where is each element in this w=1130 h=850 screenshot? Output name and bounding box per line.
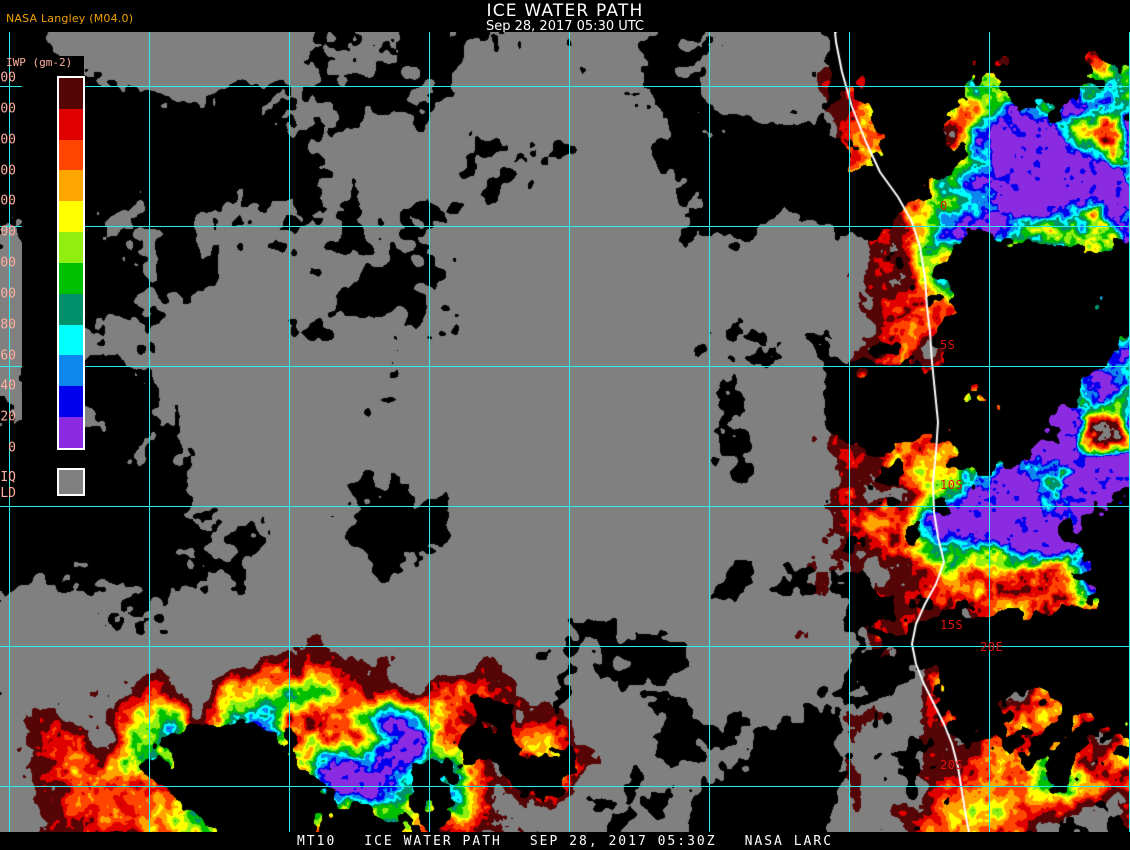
colorbar-band <box>59 417 83 448</box>
colorbar-band <box>59 78 83 109</box>
colorbar-tick: 40 <box>0 378 16 394</box>
colorbar-tick: 0 <box>8 440 16 456</box>
longitude-gridline <box>569 32 570 832</box>
liquid-cloud-label-1: LIQ <box>0 470 16 485</box>
footer-source: NASA LARC <box>744 833 834 849</box>
latitude-gridline <box>0 506 1130 507</box>
colorbar-band <box>59 262 83 294</box>
latitude-label: 0 <box>940 199 948 213</box>
longitude-gridline <box>9 32 10 832</box>
longitude-gridline <box>289 32 290 832</box>
colorbar-tick: 2000 <box>0 101 16 117</box>
page-subtitle: Sep 28, 2017 05:30 UTC <box>485 19 645 34</box>
colorbar-band <box>59 170 83 202</box>
latitude-label: 20S <box>940 758 964 772</box>
colorbar-tick: 60 <box>0 348 16 363</box>
liquid-cloud-swatch <box>57 468 85 496</box>
colorbar-tick: 400 <box>0 193 16 209</box>
colorbar-band <box>59 355 83 387</box>
colorbar-tick: 500 <box>0 163 16 178</box>
longitude-gridline <box>429 32 430 832</box>
longitude-gridline <box>149 32 150 832</box>
latitude-gridline <box>0 86 1130 87</box>
latitude-label: 15S <box>940 618 964 632</box>
page-title: ICE WATER PATH <box>486 1 644 21</box>
colorbar-band <box>59 201 83 233</box>
latitude-gridline <box>0 786 1130 787</box>
colorbar-band <box>59 108 83 140</box>
longitude-gridline <box>849 32 850 832</box>
colorbar-tick: 20 <box>0 409 16 425</box>
colorbar-band <box>59 386 83 418</box>
colorbar-tick: 80 <box>0 317 16 333</box>
latitude-gridline <box>0 366 1130 367</box>
colorbar-band <box>59 139 83 171</box>
footer-satellite: MT10 <box>296 833 337 849</box>
agency-label: NASA Langley (M04.0) <box>6 12 134 25</box>
latitude-gridline <box>0 646 1130 647</box>
footer-product: ICE WATER PATH <box>364 833 502 849</box>
longitude-gridline <box>709 32 710 832</box>
colorbar-title: IWP (gm-2) <box>6 56 73 69</box>
latitude-label: 10S <box>940 478 964 492</box>
latitude-label: 5S <box>940 338 956 352</box>
colorbar-swatches <box>57 76 85 450</box>
longitude-gridline <box>989 32 990 832</box>
colorbar-band <box>59 324 83 356</box>
longitude-label-20e: 20E <box>980 640 1004 654</box>
colorbar-band <box>59 293 83 325</box>
colorbar-tick: 4000 <box>0 70 16 86</box>
colorbar-legend: IWP (gm-2) 40002000100050040030020010080… <box>0 56 85 500</box>
satellite-data-raster <box>0 32 1130 832</box>
liquid-cloud-label-2: CLD <box>0 486 16 501</box>
colorbar-band <box>59 232 83 263</box>
footer-bar: MT10 ICE WATER PATH SEP 28, 2017 05:30Z … <box>0 832 1130 850</box>
colorbar-tick: 100 <box>0 286 16 302</box>
colorbar-tick: 1000 <box>0 132 16 148</box>
latitude-gridline <box>0 226 1130 227</box>
footer-timestamp: SEP 28, 2017 05:30Z <box>529 833 717 849</box>
colorbar-tick: 300 <box>0 224 16 240</box>
colorbar-tick: 200 <box>0 255 16 271</box>
